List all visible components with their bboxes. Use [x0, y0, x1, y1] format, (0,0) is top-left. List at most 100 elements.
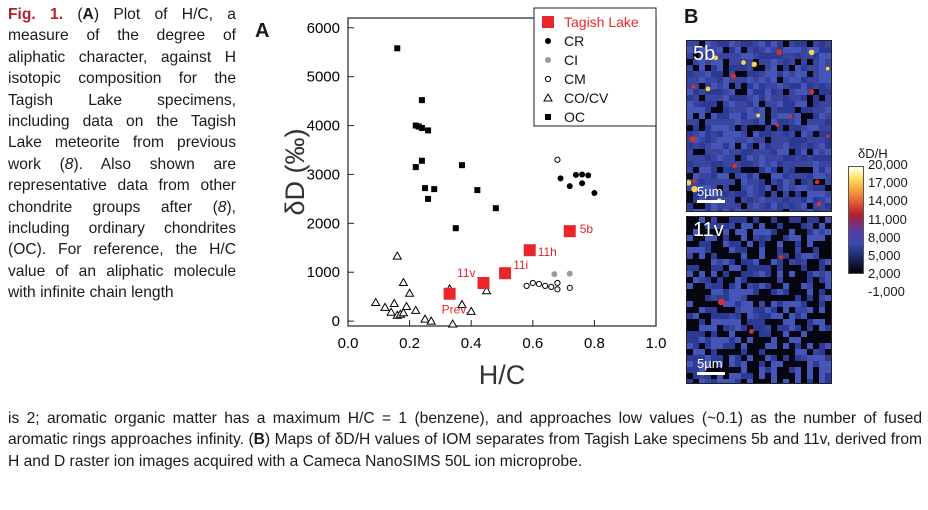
map-pixel: [777, 235, 783, 241]
map-pixel: [759, 197, 765, 203]
map-pixel: [741, 379, 747, 383]
map-pixel: [723, 125, 729, 131]
map-pixel: [819, 119, 825, 125]
map-pixel: [729, 209, 735, 211]
map-pixel: [693, 161, 699, 167]
map-pixel: [723, 179, 729, 185]
map-pixel: [819, 259, 825, 265]
map-pixel: [801, 83, 807, 89]
map-pixel: [711, 379, 717, 383]
map-pixel: [741, 337, 747, 343]
map-pixel: [783, 331, 789, 337]
map-pixel: [765, 191, 771, 197]
data-point: [425, 195, 432, 202]
map-pixel: [759, 77, 765, 83]
map-pixel: [735, 313, 741, 319]
map-pixel: [801, 101, 807, 107]
map-pixel: [753, 95, 759, 101]
map-pixel: [735, 319, 741, 325]
map-pixel: [747, 113, 753, 119]
map-pixel: [795, 209, 801, 211]
map-pixel: [795, 373, 801, 379]
map-pixel: [705, 325, 711, 331]
map-pixel: [789, 65, 795, 71]
map-pixel: [741, 241, 747, 247]
map-pixel: [771, 179, 777, 185]
map-pixel: [819, 185, 825, 191]
map-pixel: [783, 313, 789, 319]
map-pixel: [807, 59, 813, 65]
map-pixel: [693, 313, 699, 319]
map-pixel: [765, 185, 771, 191]
map-pixel: [813, 307, 819, 313]
map-pixel: [747, 161, 753, 167]
map-pixel: [705, 361, 711, 367]
map-pixel: [765, 349, 771, 355]
map-pixel: [807, 223, 813, 229]
map-pixel: [687, 173, 693, 179]
map-pixel: [711, 209, 717, 211]
map-pixel: [693, 271, 699, 277]
map-pixel: [723, 307, 729, 313]
map-pixel: [693, 235, 699, 241]
map-pixel: [693, 301, 699, 307]
map-pixel: [711, 41, 717, 47]
x-tick-label: 1.0: [646, 335, 667, 352]
map-pixel: [711, 155, 717, 161]
map-pixel: [699, 101, 705, 107]
map-pixel: [741, 173, 747, 179]
map-pixel: [723, 203, 729, 209]
map-pixel: [723, 313, 729, 319]
map-pixel: [801, 149, 807, 155]
map-pixel: [801, 131, 807, 137]
map-pixel: [807, 325, 813, 331]
map-pixel: [765, 167, 771, 173]
map-pixel: [741, 77, 747, 83]
map-pixel: [825, 301, 831, 307]
map-pixel: [699, 277, 705, 283]
map-pixel: [759, 247, 765, 253]
map-pixel: [717, 307, 723, 313]
map-pixel: [813, 209, 819, 211]
map-pixel: [813, 77, 819, 83]
map-pixel: [807, 265, 813, 271]
map-pixel: [723, 337, 729, 343]
map-pixel: [813, 325, 819, 331]
map-pixel: [765, 143, 771, 149]
map-pixel: [687, 295, 693, 301]
map-pixel: [765, 47, 771, 53]
map-hotspot: [687, 179, 692, 186]
map-pixel: [819, 325, 825, 331]
map-pixel: [693, 89, 699, 95]
map-pixel: [807, 155, 813, 161]
map-pixel: [777, 41, 783, 47]
map-pixel: [807, 101, 813, 107]
map-pixel: [819, 307, 825, 313]
map-pixel: [825, 149, 831, 155]
map-pixel: [711, 203, 717, 209]
map-pixel: [693, 373, 699, 379]
map-pixel: [717, 167, 723, 173]
map-pixel: [729, 307, 735, 313]
map-pixel: [747, 125, 753, 131]
map-pixel: [819, 89, 825, 95]
map-pixel: [687, 319, 693, 325]
map-hotspot: [691, 185, 698, 193]
map-pixel: [789, 289, 795, 295]
map-pixel: [741, 179, 747, 185]
map-pixel: [819, 271, 825, 277]
map-pixel: [735, 89, 741, 95]
data-point: [425, 127, 432, 134]
map-pixel: [813, 137, 819, 143]
map-pixel: [813, 155, 819, 161]
map-pixel: [747, 137, 753, 143]
map-pixel: [777, 161, 783, 167]
map-pixel: [771, 107, 777, 113]
map-pixel: [807, 143, 813, 149]
map-pixel: [765, 65, 771, 71]
map-pixel: [825, 337, 831, 343]
map-pixel: [735, 53, 741, 59]
map-pixel: [729, 89, 735, 95]
map-pixel: [711, 143, 717, 149]
map-pixel: [753, 71, 759, 77]
